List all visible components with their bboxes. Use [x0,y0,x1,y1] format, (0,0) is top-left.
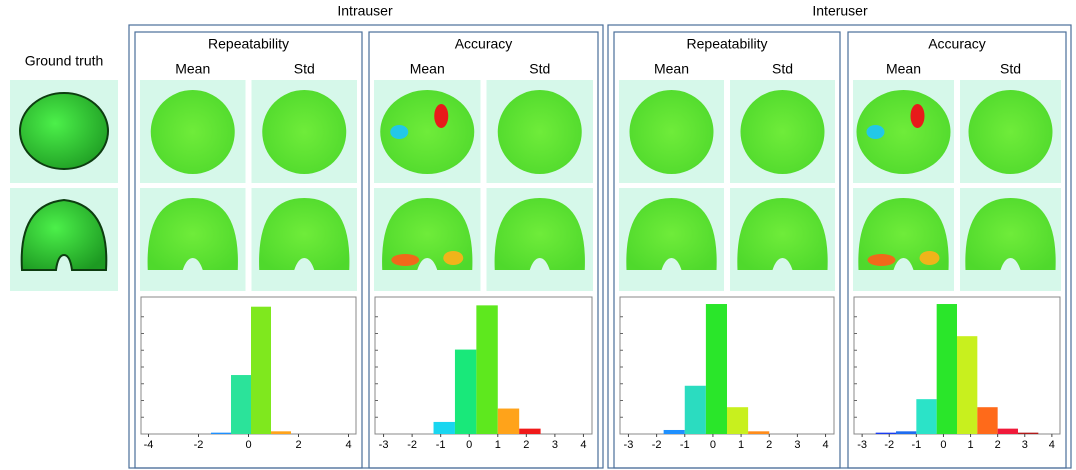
x-tick-label: 2 [295,439,301,451]
surface-map [741,90,825,174]
surface-map [969,90,1053,174]
x-tick-label: 4 [822,439,828,451]
histogram-bar [231,375,251,434]
column-title: Mean [175,61,210,77]
column-title: Std [529,61,550,77]
surface-hotspot [867,125,885,139]
histogram-bar [998,429,1018,434]
x-tick-label: 1 [738,439,744,451]
histogram-bar [706,304,727,434]
column-title: Mean [654,61,689,77]
section-title: Repeatability [208,36,289,52]
x-tick-label: 1 [495,439,501,451]
x-tick-label: -1 [911,439,921,451]
x-tick-label: 0 [710,439,716,451]
histogram-bar [271,431,291,434]
surface-hotspot [434,104,448,128]
column-title: Mean [410,61,445,77]
x-tick-label: -1 [436,439,446,451]
surface-hotspot [868,254,896,266]
histogram-bar [519,429,540,434]
column-title: Std [772,61,793,77]
x-tick-label: -2 [652,439,662,451]
histogram-bar [664,430,685,434]
histogram-bar [957,336,977,434]
x-tick-label: -2 [407,439,417,451]
ground-truth-shape [20,93,108,169]
column-title: Std [1000,61,1021,77]
x-tick-label: -2 [884,439,894,451]
surface-hotspot [390,125,408,139]
group-title: Interuser [812,3,868,19]
x-tick-label: -4 [144,439,154,451]
x-tick-label: -1 [680,439,690,451]
x-tick-label: 3 [794,439,800,451]
x-tick-label: -2 [194,439,204,451]
histogram-bar [916,399,936,434]
x-tick-label: 2 [766,439,772,451]
x-tick-label: 1 [967,439,973,451]
histogram-bar [937,304,957,434]
histogram-bar [977,407,997,434]
surface-map [630,90,714,174]
ground-truth-label: Ground truth [25,53,104,69]
x-tick-label: 0 [940,439,946,451]
x-tick-label: 0 [245,439,251,451]
x-tick-label: 4 [580,439,586,451]
x-tick-label: -3 [379,439,389,451]
histogram-bar [896,431,916,434]
histogram-bar [476,305,497,434]
column-title: Mean [886,61,921,77]
x-tick-label: 4 [345,439,351,451]
histogram-bar [1018,433,1038,434]
x-tick-label: 4 [1049,439,1055,451]
surface-map [151,90,235,174]
histogram-bar [434,422,455,434]
x-tick-label: 2 [523,439,529,451]
histogram-bar [251,307,271,434]
group-title: Intrauser [337,3,393,19]
x-tick-label: 0 [466,439,472,451]
section-title: Repeatability [687,36,768,52]
x-tick-label: -3 [624,439,634,451]
x-tick-label: 3 [552,439,558,451]
histogram-bar [455,350,476,434]
section-title: Accuracy [928,36,986,52]
surface-hotspot [920,251,940,265]
histogram-bar [211,433,231,434]
surface-hotspot [391,254,419,266]
surface-hotspot [911,104,925,128]
histogram-bar [748,431,769,434]
surface-hotspot [443,251,463,265]
section-title: Accuracy [455,36,513,52]
histogram-bar [685,386,706,434]
figure: Intrauser Interuser Ground truth Repeata… [0,0,1076,470]
surface-map [498,90,582,174]
surface-map [262,90,346,174]
column-title: Std [294,61,315,77]
histogram-bar [727,407,748,434]
x-tick-label: -3 [857,439,867,451]
x-tick-label: 3 [1022,439,1028,451]
histogram-bar [876,433,896,434]
histogram-bar [498,409,519,434]
x-tick-label: 2 [995,439,1001,451]
